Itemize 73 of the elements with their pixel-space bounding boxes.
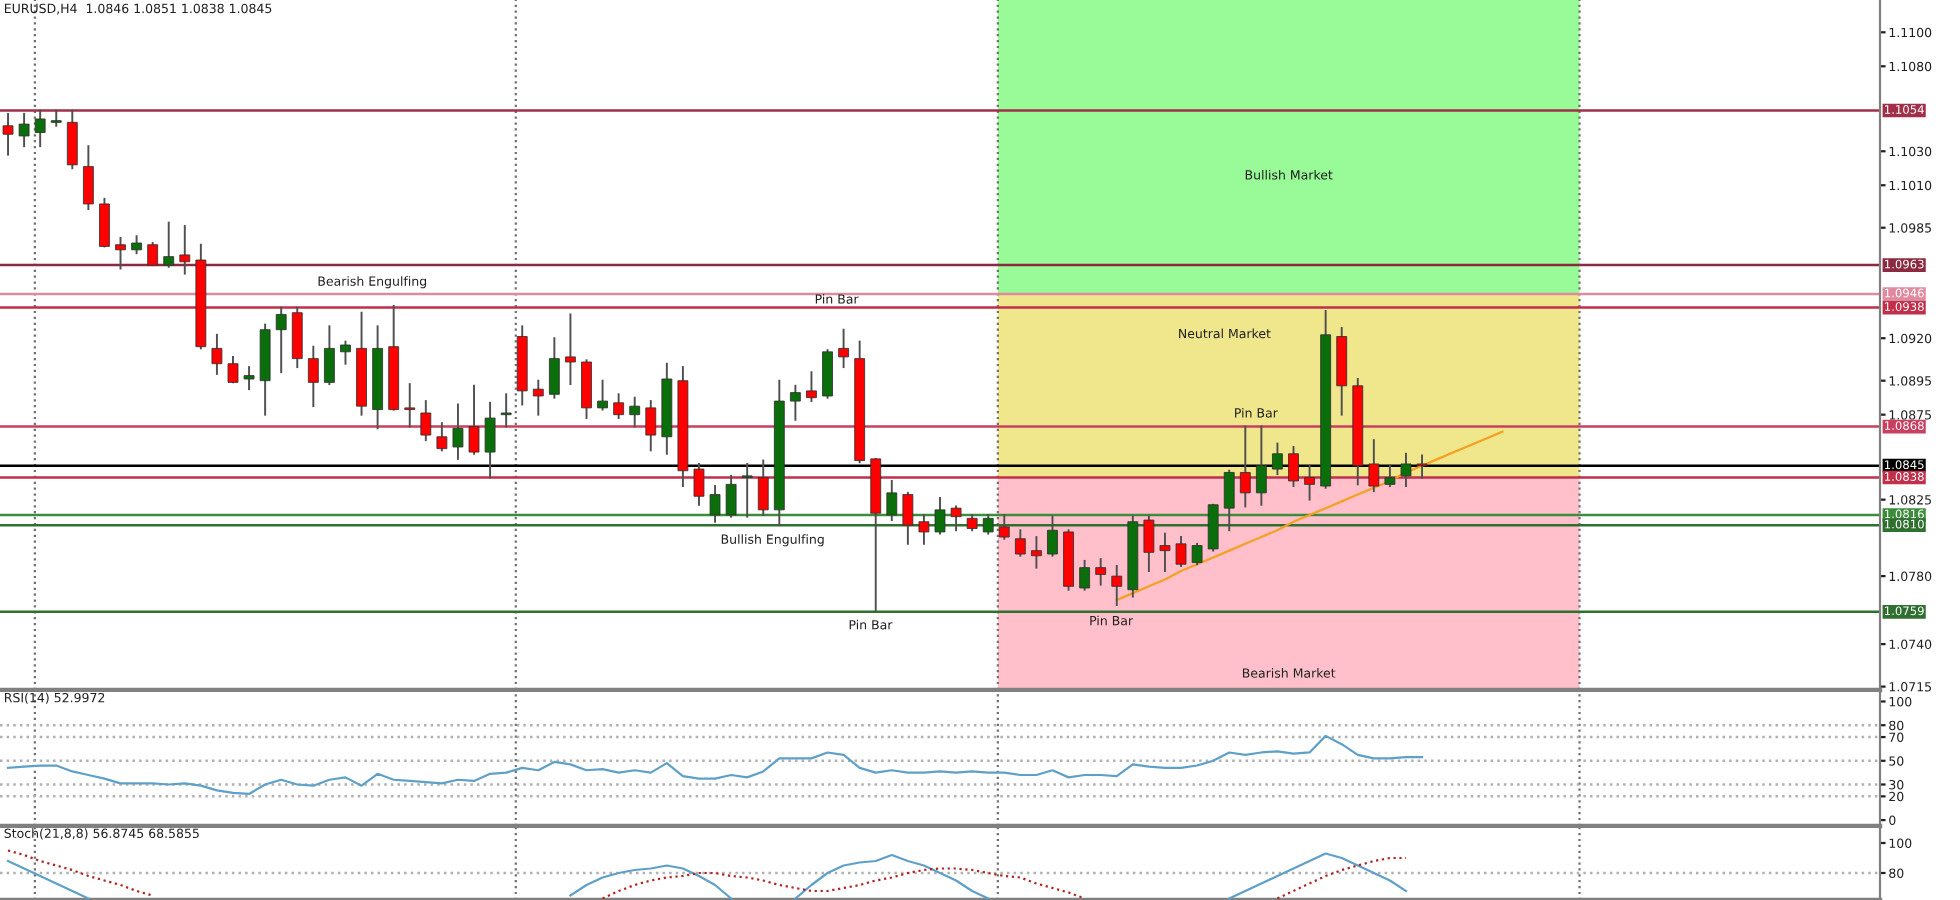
candlestick xyxy=(1159,532,1171,572)
candlestick xyxy=(1191,542,1203,566)
candlestick xyxy=(484,401,496,479)
candlestick xyxy=(789,384,801,421)
candlestick xyxy=(918,513,930,545)
candlestick xyxy=(1047,515,1058,557)
candlestick xyxy=(436,422,448,452)
candlestick xyxy=(500,393,512,428)
candlestick xyxy=(1368,439,1380,493)
candlestick xyxy=(998,513,1010,540)
candlestick xyxy=(452,403,464,460)
candlestick xyxy=(532,379,544,416)
candlestick xyxy=(66,109,78,170)
candlestick xyxy=(982,513,994,535)
candlestick xyxy=(613,393,625,420)
candlestick xyxy=(548,337,560,399)
candlestick xyxy=(324,325,335,386)
candlestick xyxy=(1095,558,1107,586)
candlestick xyxy=(822,349,833,399)
candlestick xyxy=(806,371,817,403)
candlestick xyxy=(404,383,416,428)
candlestick xyxy=(581,359,592,420)
candlestick xyxy=(838,328,849,369)
candlestick xyxy=(645,400,657,452)
candlestick xyxy=(1111,564,1123,606)
candlestick xyxy=(1416,454,1428,479)
candlestick xyxy=(950,505,962,532)
candlestick xyxy=(1175,536,1187,567)
candlestick xyxy=(725,474,737,518)
candlestick xyxy=(291,306,303,369)
candlestick xyxy=(115,236,126,270)
candlestick xyxy=(1400,452,1412,488)
candlestick xyxy=(597,379,608,411)
candlestick xyxy=(50,109,62,127)
candlestick xyxy=(18,112,30,148)
candlestick xyxy=(179,225,191,275)
candlestick xyxy=(99,197,110,248)
candlestick xyxy=(275,306,287,374)
candlestick xyxy=(1384,464,1396,488)
candlestick xyxy=(1272,442,1283,476)
candlestick xyxy=(243,366,255,391)
candlestick xyxy=(340,340,351,365)
candlestick xyxy=(709,485,721,523)
candlestick xyxy=(82,145,94,211)
line-series xyxy=(1115,430,1504,602)
candlestick xyxy=(211,333,223,375)
candlestick xyxy=(227,355,239,384)
candlestick xyxy=(757,459,769,516)
candlestick xyxy=(629,396,641,428)
candlestick xyxy=(1014,529,1026,557)
candlestick xyxy=(693,463,705,506)
candlestick xyxy=(147,242,159,267)
candlestick xyxy=(1255,425,1267,506)
candlestick xyxy=(1288,446,1299,488)
candlestick xyxy=(468,384,480,455)
candlestick xyxy=(934,496,946,535)
candlestick xyxy=(1079,559,1091,591)
candlestick xyxy=(1239,425,1251,508)
candlestick xyxy=(420,400,432,442)
candlestick xyxy=(163,221,175,268)
line-series xyxy=(6,734,1424,796)
candlestick xyxy=(1031,536,1042,569)
candlestick xyxy=(902,491,914,545)
candlestick xyxy=(1143,515,1155,572)
candlestick xyxy=(34,109,46,148)
candlestick xyxy=(2,112,14,156)
candlestick xyxy=(1223,469,1235,532)
candlestick xyxy=(886,479,898,522)
candlestick xyxy=(307,345,319,408)
candlestick xyxy=(1207,503,1219,552)
candlestick xyxy=(741,463,753,518)
candlestick xyxy=(565,313,576,386)
candlestick xyxy=(1304,464,1315,501)
